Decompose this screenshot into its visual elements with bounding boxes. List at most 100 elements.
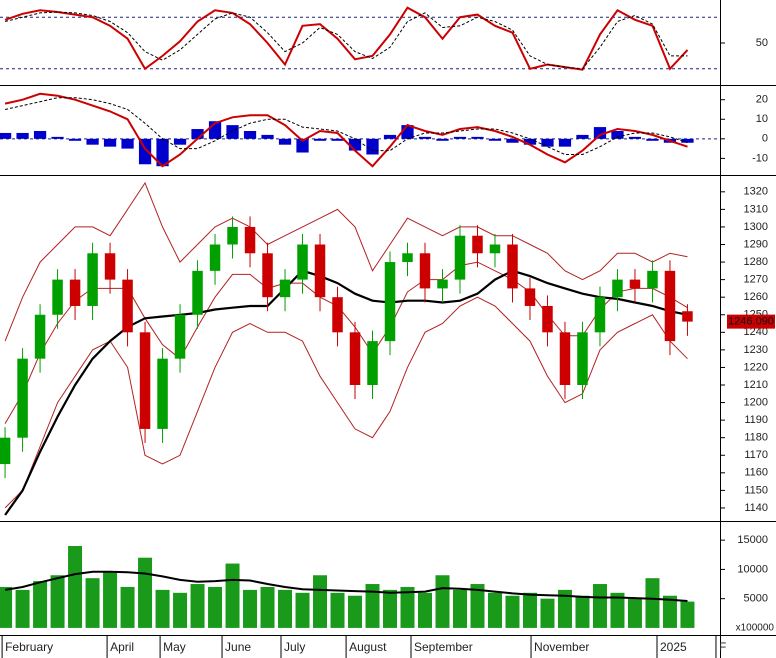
volume-bar xyxy=(557,589,572,628)
histogram-bar xyxy=(86,138,99,145)
histogram-bar xyxy=(296,138,309,153)
candle-body xyxy=(244,226,256,254)
candle-body xyxy=(612,279,623,298)
volume-bar xyxy=(383,589,398,628)
y-tick-label: 1170 xyxy=(744,449,768,461)
series-line xyxy=(4,296,688,509)
histogram-bar xyxy=(681,138,694,143)
candle-body xyxy=(104,253,116,280)
y-tick-label: 10 xyxy=(756,113,768,125)
histogram-bar xyxy=(348,138,362,151)
y-tick-label: 1280 xyxy=(744,256,768,268)
y-tick-label: 1270 xyxy=(744,274,768,286)
y-tick-label: 5000 xyxy=(744,593,768,605)
volume-bar xyxy=(313,575,328,628)
y-tick-label: 1300 xyxy=(744,221,768,233)
series-line xyxy=(4,97,688,155)
candle-body xyxy=(682,311,693,322)
histogram-bar xyxy=(156,138,169,167)
x-tick-label: May xyxy=(163,640,186,654)
volume-bar xyxy=(505,595,520,628)
candle-body xyxy=(227,226,238,245)
histogram-bar xyxy=(628,136,642,139)
candle-body xyxy=(384,262,396,342)
candle-body xyxy=(489,244,501,254)
volume-bar xyxy=(592,584,607,628)
y-tick-label: 1200 xyxy=(744,396,768,408)
last-price-label: 1246.090 xyxy=(728,316,774,328)
volume-bar xyxy=(470,584,485,628)
volume-bar xyxy=(155,589,170,628)
histogram-bar xyxy=(523,138,537,145)
y-unit-label: x100000 xyxy=(736,623,775,634)
y-tick-label: 1310 xyxy=(744,203,768,215)
candle-body xyxy=(69,279,81,306)
histogram-bar xyxy=(576,134,589,139)
histogram-bar xyxy=(558,138,572,147)
series-line xyxy=(4,269,688,516)
volume-bar xyxy=(575,595,590,628)
plot-area xyxy=(0,6,720,71)
y-tick-label: 50 xyxy=(756,37,768,49)
x-tick-label: July xyxy=(284,640,305,654)
histogram-bar xyxy=(68,138,82,141)
candle-body xyxy=(402,253,413,263)
y-tick-label: 1180 xyxy=(744,432,768,444)
candle-body xyxy=(437,279,448,289)
volume-bar xyxy=(540,598,555,628)
y-tick-label: 1190 xyxy=(744,414,768,426)
x-tick-label: August xyxy=(349,640,387,654)
y-tick-label: 1230 xyxy=(744,344,768,356)
volume-bar xyxy=(452,589,467,628)
y-tick-label: 1240 xyxy=(744,326,768,338)
histogram-bar xyxy=(33,131,47,139)
candle-body xyxy=(262,253,273,298)
histogram-bar xyxy=(506,138,519,143)
volume-bar xyxy=(330,592,345,628)
histogram-bar xyxy=(16,132,29,139)
histogram-bar xyxy=(541,138,554,147)
histogram-bar xyxy=(453,136,467,139)
series-line xyxy=(4,92,688,168)
histogram-bar xyxy=(646,138,659,141)
y-tick-label: 10000 xyxy=(737,563,768,575)
candle-body xyxy=(192,270,203,315)
volume-bar xyxy=(610,592,625,628)
volume-bar xyxy=(0,586,13,628)
candle-body xyxy=(297,244,308,280)
volume-bar xyxy=(627,598,642,628)
histogram-bar xyxy=(593,127,607,139)
candle-body xyxy=(507,244,518,289)
histogram-bar xyxy=(191,129,204,139)
candle-body xyxy=(122,279,133,333)
y-tick-label: 1260 xyxy=(744,291,768,303)
candle-body xyxy=(647,270,658,289)
volume-bar xyxy=(50,575,65,628)
histogram-bar xyxy=(488,138,502,141)
plot-area xyxy=(0,181,693,516)
histogram-bar xyxy=(51,136,64,139)
histogram-bar xyxy=(331,138,344,141)
volume-bar xyxy=(138,557,153,628)
candle-body xyxy=(52,279,63,315)
candle-body xyxy=(279,279,291,298)
y-tick-label: 1160 xyxy=(744,467,768,479)
candle-body xyxy=(157,358,168,429)
candle-body xyxy=(0,437,11,465)
histogram-bar xyxy=(103,138,117,147)
volume-bar xyxy=(522,592,537,628)
histogram-bar xyxy=(226,125,239,139)
histogram-bar xyxy=(418,136,432,139)
volume-bar xyxy=(295,592,310,628)
candle-body xyxy=(87,253,98,306)
series-line xyxy=(4,181,688,342)
candle-body xyxy=(419,253,431,289)
volume-bar xyxy=(662,595,677,628)
volume-bar xyxy=(120,586,135,628)
histogram-bar xyxy=(243,131,257,139)
series-line xyxy=(4,11,688,70)
volume-bar xyxy=(243,589,258,628)
volume-bar xyxy=(645,578,660,628)
histogram-bar xyxy=(436,138,449,141)
